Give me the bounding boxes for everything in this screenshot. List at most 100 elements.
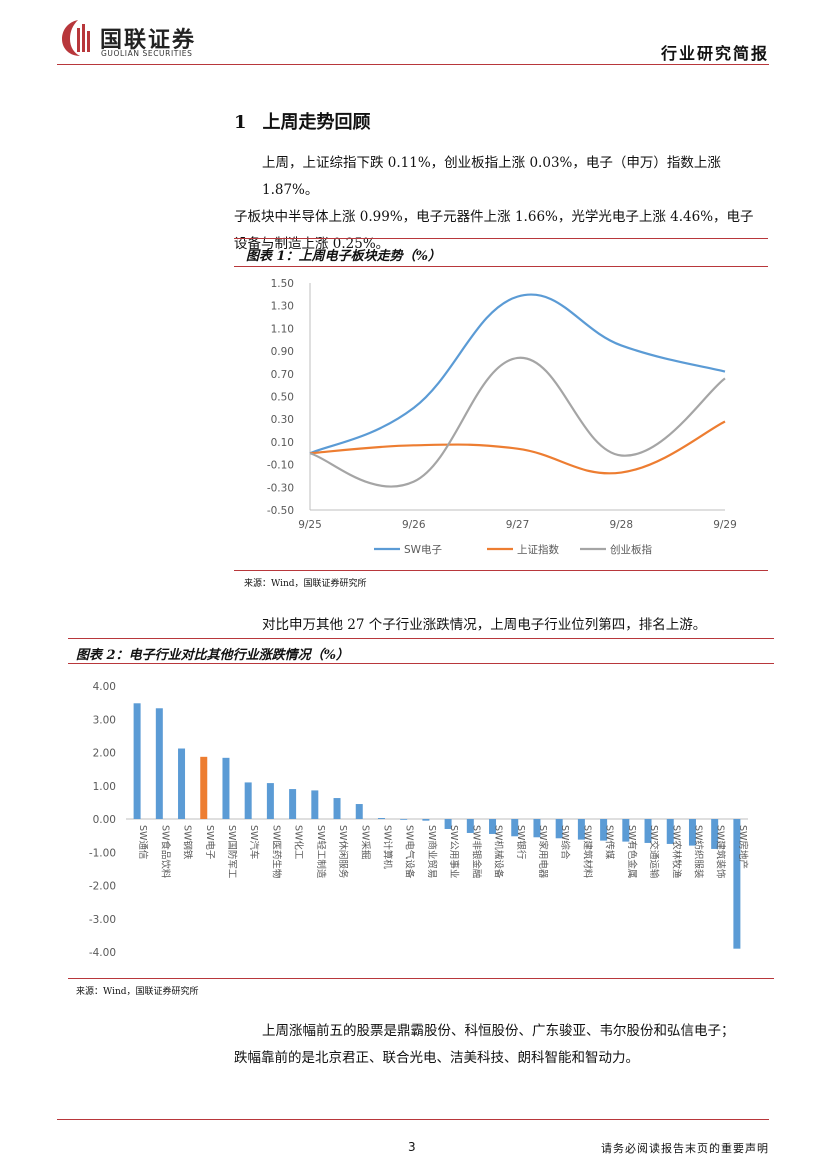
legend-label: 创业板指: [610, 543, 652, 556]
category-label: SW采掘: [359, 825, 371, 859]
bar-chart: 4.00 3.00 2.00 1.00 0.00 -1.00 -2.00 -3.00 -4.00…: [89, 681, 749, 959]
figure1-bottom-rule: [234, 570, 768, 571]
bar: [622, 819, 630, 842]
y-tick-label: 1.30: [271, 301, 294, 313]
category-label: SW国防军工: [226, 825, 238, 879]
bar: [178, 748, 186, 819]
line-chart-series: [309, 293, 726, 488]
paragraph-3: 上周涨幅前五的股票是鼎霸股份、科恒股份、广东骏亚、韦尔股份和弘信电子； 跌幅靠前…: [234, 1018, 779, 1072]
bar: [533, 819, 541, 838]
document-type: 行业研究简报: [660, 44, 769, 63]
category-label: SW农林牧渔: [670, 825, 682, 879]
category-label: SW商业贸易: [426, 825, 438, 878]
figure1-title-rule: [234, 266, 768, 267]
line-chart-axes: 1.50 1.30 1.10 0.90 0.70 0.50 0.30 0.10 -0.10 -0.…: [267, 278, 737, 531]
category-label: SW家用电器: [537, 825, 549, 879]
bar: [444, 819, 452, 829]
logo: [60, 18, 96, 58]
series-line-2: [309, 420, 726, 475]
category-label: SW公用事业: [448, 825, 460, 878]
y-tick-label: 0.10: [271, 437, 294, 449]
x-tick-label: 9/25: [298, 519, 322, 531]
category-label: SW建筑装饰: [715, 825, 727, 878]
category-label: SW钢铁: [182, 825, 194, 860]
y-tick-label: 0.70: [271, 369, 294, 381]
y-tick-label: -4.00: [89, 947, 116, 959]
bar: [666, 819, 674, 844]
category-label: SW计算机: [381, 825, 393, 869]
y-tick-label: 4.00: [93, 681, 116, 693]
line-chart-legend: SW电子 上证指数 创业板指: [374, 543, 652, 556]
line-chart: 1.50 1.30 1.10 0.90 0.70 0.50 0.30 0.10 -0.10 -0.…: [267, 278, 737, 556]
category-label: SW综合: [559, 825, 571, 860]
y-tick-label: -2.00: [89, 881, 116, 893]
y-tick-label: -0.10: [267, 460, 294, 472]
category-label: SW轻工制造: [315, 825, 327, 879]
y-tick-label: 1.00: [93, 781, 116, 793]
bar: [355, 804, 363, 819]
figure2-top-rule: [68, 638, 774, 639]
bar: [311, 790, 319, 819]
bar-chart-category-labels: SW通信 SW食品饮料 SW钢铁 SW电子 SW国防军工 SW汽车 SW医药生物 SW化工 SW…: [137, 825, 749, 879]
bar: [266, 783, 274, 819]
y-tick-label: -3.00: [89, 914, 116, 926]
y-tick-label: 0.30: [271, 414, 294, 426]
y-tick-label: 3.00: [93, 714, 116, 726]
x-tick-label: 9/27: [506, 519, 530, 531]
bar: [222, 757, 230, 819]
header-rule: [57, 64, 769, 65]
category-label: SW食品饮料: [159, 825, 171, 879]
bar: [577, 819, 585, 840]
bar: [422, 819, 430, 821]
paragraph-line: 上周涨幅前五的股票是鼎霸股份、科恒股份、广东骏亚、韦尔股份和弘信电子；: [262, 1023, 735, 1039]
section-title: 1 上周走势回顾: [234, 108, 371, 134]
y-tick-label: 2.00: [93, 748, 116, 760]
category-label: SW银行: [515, 825, 527, 860]
category-label: SW休闲服务: [337, 825, 349, 879]
bar: [711, 819, 719, 849]
category-label: SW非银金融: [470, 825, 482, 879]
bar: [466, 819, 474, 833]
bar: [688, 819, 696, 846]
page-number: 3: [408, 1140, 416, 1154]
footer-rule: [57, 1119, 769, 1120]
bar: [244, 782, 252, 819]
bar: [289, 789, 297, 819]
category-label: SW通信: [137, 825, 149, 859]
bar-chart-axes: 4.00 3.00 2.00 1.00 0.00 -1.00 -2.00 -3.00 -4.00: [89, 681, 748, 959]
category-label: SW机械设备: [493, 825, 505, 879]
paragraph-line: 跌幅靠前的是北京君正、联合光电、洁美科技、朗科智能和智动力。: [234, 1050, 639, 1066]
bar: [377, 818, 385, 819]
bar: [600, 819, 608, 841]
bar: [733, 819, 741, 949]
category-label: SW房地产: [737, 825, 749, 869]
brand-name-en: GUOLIAN SECURITIES: [101, 49, 193, 58]
y-tick-label: 0.50: [271, 392, 294, 404]
bar: [155, 708, 163, 819]
paragraph-line: 子板块中半导体上涨 0.99%，电子元器件上涨 1.66%，光学光电子上涨 4.…: [234, 209, 754, 225]
paragraph-1: 上周，上证综指下跌 0.11%，创业板指上涨 0.03%，电子（申万）指数上涨 …: [234, 150, 774, 258]
figure2-bottom-rule: [68, 978, 774, 979]
y-tick-label: 1.50: [271, 278, 294, 290]
bar: [644, 819, 652, 843]
series-line-1: [309, 293, 726, 455]
category-label: SW传媒: [604, 825, 616, 860]
category-label: SW化工: [293, 825, 305, 860]
legend-label: SW电子: [404, 543, 442, 556]
category-label: SW汽车: [248, 825, 260, 859]
bar-chart-bars: [133, 703, 741, 949]
category-label: SW电气设备: [404, 825, 416, 879]
figure2-source: 来源：Wind，国联证券研究所: [76, 987, 199, 997]
bar: [489, 819, 497, 834]
paragraph-line: 设备与制造上涨 0.25%。: [234, 236, 390, 252]
category-label: SW电子: [204, 825, 216, 860]
category-label: SW交通运输: [648, 825, 660, 879]
figure2-title-rule: [68, 663, 774, 664]
y-tick-label: -0.30: [267, 482, 294, 494]
x-tick-label: 9/26: [402, 519, 426, 531]
disclaimer-note: 请务必阅读报告末页的重要声明: [601, 1142, 769, 1155]
bar: [333, 798, 341, 819]
y-tick-label: 0.00: [93, 814, 116, 826]
series-line-3: [309, 356, 726, 488]
paragraph-2: 对比申万其他 27 个子行业涨跌情况，上周电子行业位列第四，排名上游。: [262, 617, 707, 633]
